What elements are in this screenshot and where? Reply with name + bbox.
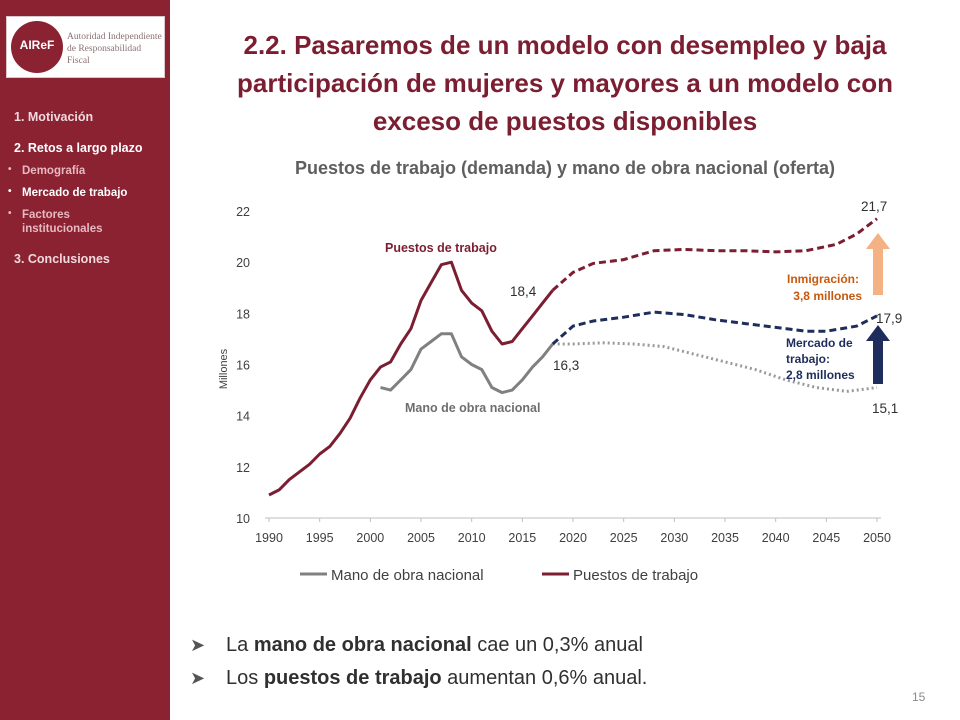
legend-label-puestos: Puestos de trabajo [573, 567, 698, 584]
bullet-icon: • [8, 164, 12, 175]
bullet-mano-obra: ➤ La mano de obra nacional cae un 0,3% an… [190, 634, 643, 657]
series-mercado-projection [551, 310, 878, 346]
bullet-bold: mano de obra nacional [253, 634, 472, 656]
x-tick-label: 2030 [660, 531, 688, 545]
y-tick-label: 18 [236, 307, 250, 321]
page-number: 15 [912, 690, 926, 704]
chart-axes: 1990 1995 2000 2005 2010 2015 2020 2025 2030 2035… [236, 205, 891, 545]
bullet-pre: Los [226, 667, 264, 689]
y-tick-label: 12 [236, 461, 250, 475]
nav-item-conclusiones[interactable]: 3. Conclusiones [14, 252, 110, 266]
bullet-post: aumentan 0,6% anual. [441, 667, 648, 689]
annotation-val-16-3: 16,3 [553, 358, 579, 373]
subnav-label: Demografía [22, 165, 86, 177]
logo-mark: AIReF [19, 38, 55, 52]
nav-item-motivacion[interactable]: 1. Motivación [14, 110, 94, 124]
x-tick-label: 2050 [863, 531, 891, 545]
x-tick-label: 1995 [306, 531, 334, 545]
logo-circle: AIReF [11, 21, 63, 73]
annotation-val-15-1: 15,1 [872, 401, 898, 416]
x-tick-label: 2015 [508, 531, 536, 545]
annotation-val-18-4: 18,4 [510, 284, 537, 299]
annotation-inmigracion-1: Inmigración: [787, 272, 859, 286]
chart-title: Puestos de trabajo (demanda) y mano de o… [294, 158, 836, 178]
arrow-bullet-icon: ➤ [190, 668, 206, 688]
y-tick-label: 14 [236, 410, 250, 424]
slide-title: 2.2. Pasaremos de un modelo con desemple… [237, 30, 893, 136]
x-tick-label: 2000 [356, 531, 384, 545]
series-mano-historical [380, 332, 554, 395]
annotation-mercado-1: Mercado de [786, 336, 853, 350]
subnav-label: Mercado de trabajo [22, 187, 128, 199]
mercado-arrow-icon [866, 325, 890, 384]
y-axis-label: Millones [218, 348, 230, 389]
series-puestos-projection [551, 217, 878, 292]
series-layer [268, 217, 878, 497]
logo-text: Autoridad Independiente de Responsabilid… [67, 31, 163, 67]
x-tick-label: 2010 [458, 531, 486, 545]
bullet-pre: La [226, 634, 254, 656]
y-tick-label: 10 [236, 512, 250, 526]
x-tick-label: 2005 [407, 531, 435, 545]
legend: Mano de obra nacional Puestos de trabajo [300, 567, 698, 584]
airef-logo: AIReF Autoridad Independiente de Respons… [6, 16, 165, 78]
annotation-val-17-9: 17,9 [876, 311, 902, 326]
bullet-icon: • [8, 208, 12, 219]
logo-text-line2: de Responsabilidad Fiscal [67, 44, 142, 66]
y-tick-label: 16 [236, 359, 250, 373]
annotation-mercado-3: 2,8 millones [786, 368, 855, 382]
x-tick-label: 2035 [711, 531, 739, 545]
y-tick-label: 20 [236, 256, 250, 270]
legend-label-mano: Mano de obra nacional [331, 567, 484, 584]
inmigracion-arrow-icon [866, 233, 890, 295]
arrow-bullet-icon: ➤ [190, 635, 206, 655]
x-tick-label: 2020 [559, 531, 587, 545]
x-tick-label: 1990 [255, 531, 283, 545]
bullet-post: cae un 0,3% anual [471, 634, 643, 656]
y-tick-label: 22 [236, 205, 250, 219]
bullet-puestos: ➤ Los puestos de trabajo aumentan 0,6% an… [190, 667, 647, 690]
annotation-mano: Mano de obra nacional [405, 401, 540, 415]
series-mano-projection [552, 341, 878, 393]
x-tick-label: 2040 [762, 531, 790, 545]
x-tick-label: 2045 [812, 531, 840, 545]
bullet-icon: • [8, 186, 12, 197]
sidebar: AIReF Autoridad Independiente de Respons… [0, 0, 170, 720]
bullet-bold: puestos de trabajo [263, 667, 442, 689]
series-puestos-historical [268, 260, 554, 497]
annotation-inmigracion-2: 3,8 millones [793, 289, 862, 303]
x-tick-label: 2025 [610, 531, 638, 545]
nav-item-retos[interactable]: 2. Retos a largo plazo [14, 141, 143, 155]
annotation-val-21-7: 21,7 [861, 199, 887, 214]
subnav-label: Factores institucionales [22, 209, 103, 235]
logo-text-line1: Autoridad Independiente [67, 32, 162, 42]
annotation-puestos: Puestos de trabajo [385, 241, 497, 255]
annotation-mercado-2: trabajo: [786, 352, 830, 366]
